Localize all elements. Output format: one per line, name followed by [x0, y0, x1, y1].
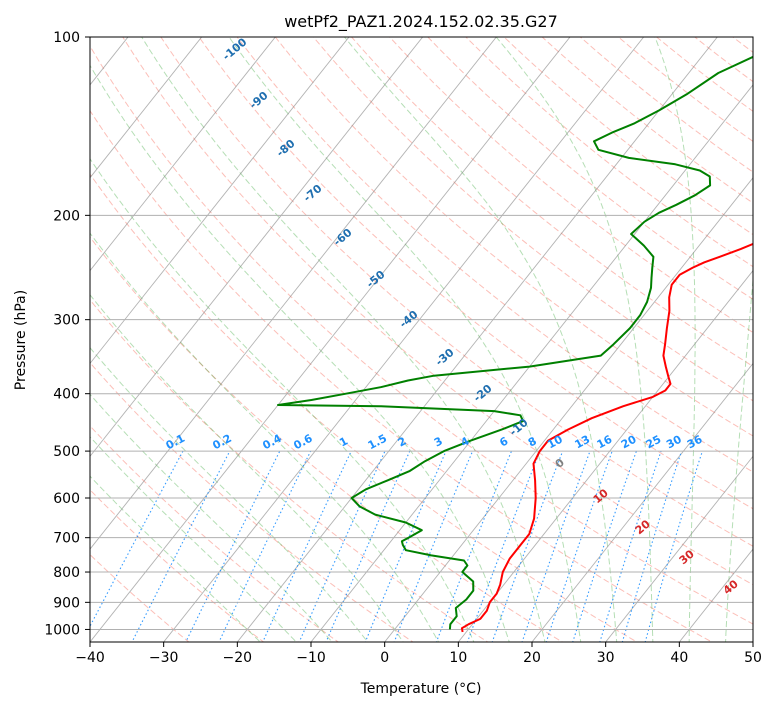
y-tick-label: 200 [53, 208, 80, 224]
x-tick-label: 10 [449, 650, 467, 666]
x-tick-label: −10 [296, 650, 326, 666]
x-tick-label: 30 [597, 650, 615, 666]
y-tick-label: 1000 [44, 622, 80, 638]
x-tick-label: 50 [744, 650, 762, 666]
x-tick-label: 20 [523, 650, 541, 666]
x-tick-label: 0 [380, 650, 389, 666]
y-tick-label: 500 [53, 444, 80, 460]
y-tick-label: 900 [53, 595, 80, 611]
x-tick-label: −20 [223, 650, 253, 666]
y-tick-label: 700 [53, 531, 80, 547]
y-tick-label: 800 [53, 565, 80, 581]
y-axis-title: Pressure (hPa) [13, 290, 29, 390]
x-tick-label: −40 [75, 650, 105, 666]
y-tick-label: 600 [53, 491, 80, 507]
x-tick-label: −30 [149, 650, 179, 666]
y-tick-label: 400 [53, 387, 80, 403]
x-axis-title: Temperature (°C) [360, 681, 482, 697]
chart-title: wetPf2_PAZ1.2024.152.02.35.G27 [284, 12, 558, 32]
y-tick-label: 300 [53, 313, 80, 329]
y-tick-label: 100 [53, 30, 80, 46]
x-tick-label: 40 [670, 650, 688, 666]
